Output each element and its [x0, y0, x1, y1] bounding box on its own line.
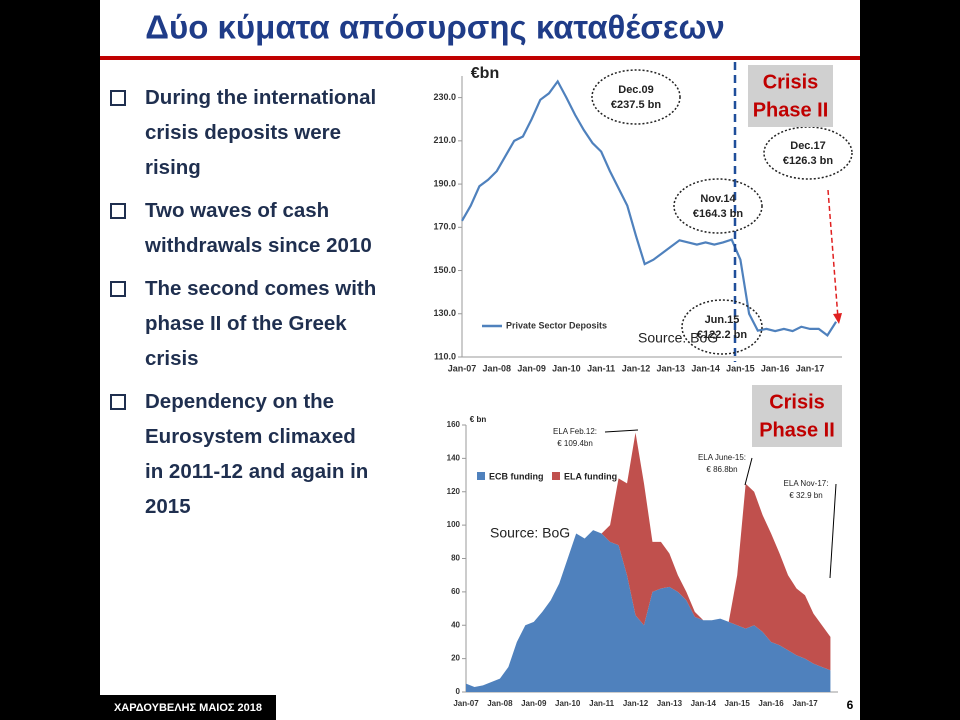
area-series [466, 530, 831, 692]
annotation: ELA Feb.12: [553, 427, 597, 436]
annotation: Nov.14 [700, 193, 736, 205]
bullet: During the international crisis deposits… [108, 80, 378, 185]
legend-label: ECB funding [489, 471, 544, 481]
bullet: Dependency on the Eurosystem climaxed in… [108, 384, 378, 524]
annotation: € 86.8bn [706, 465, 737, 474]
annotation: € 32.9 bn [789, 491, 822, 500]
x-tick-label: Jan-17 [796, 363, 825, 373]
x-tick-label: Jan-10 [555, 699, 581, 708]
x-tick-label: Jan-10 [552, 363, 581, 373]
x-tick-label: Jan-09 [521, 699, 547, 708]
unit-label: €bn [471, 65, 499, 82]
annotation: €122.2 bn [697, 329, 747, 341]
line-series [461, 79, 838, 337]
footer-box [100, 695, 276, 720]
y-tick-label: 230.0 [433, 92, 456, 102]
annotation: Jun.15 [705, 314, 740, 326]
x-tick-label: Jan-14 [691, 363, 720, 373]
arrow [744, 457, 753, 486]
arrow-head [833, 313, 842, 324]
source: Source: BoG [490, 525, 570, 541]
y-tick-label: 60 [451, 587, 460, 596]
legend-swatch [552, 472, 560, 480]
x-tick-label: Jan-14 [691, 699, 717, 708]
arrow [827, 189, 839, 319]
y-tick-label: 140 [447, 453, 461, 462]
y-tick-label: 110.0 [434, 351, 456, 361]
annotation: €237.5 bn [611, 99, 661, 111]
x-tick-label: Jan-08 [483, 363, 512, 373]
callout-box [748, 65, 833, 127]
annotation: Dec.17 [790, 140, 825, 152]
callout-text: Phase II [759, 419, 835, 441]
y-tick-label: 40 [451, 620, 460, 629]
x-tick-label: Jan-16 [758, 699, 784, 708]
footer: ΧΑΡΔΟΥΒΕΛΗΣ ΜΑΙΟΣ 2018 [114, 702, 262, 714]
y-tick-label: 20 [451, 654, 460, 663]
bullet: Two waves of cash withdrawals since 2010 [108, 193, 378, 263]
y-tick-label: 210.0 [433, 135, 456, 145]
x-tick-label: Jan-13 [657, 363, 686, 373]
y-tick-label: 160 [447, 420, 461, 429]
x-tick-label: Jan-17 [792, 699, 818, 708]
area-series [466, 432, 831, 687]
annotation: ELA June-15: [698, 453, 746, 462]
annotation: €164.3 bn [693, 208, 743, 220]
callout-ellipse [763, 126, 853, 180]
callout-ellipse [673, 178, 763, 234]
x-tick-label: Jan-15 [725, 699, 751, 708]
callout-ellipse [681, 299, 763, 355]
x-tick-label: Jan-12 [623, 699, 649, 708]
slide-title: Δύο κύματα απόσυρσης καταθέσεων [145, 9, 724, 46]
y-tick-label: 130.0 [433, 308, 456, 318]
legend-swatch [477, 472, 485, 480]
arrow [604, 429, 639, 433]
annotation: Dec.09 [618, 84, 653, 96]
arrow [829, 483, 837, 579]
y-tick-label: 150.0 [433, 265, 456, 275]
x-tick-label: Jan-15 [726, 363, 755, 373]
page-number: 6 [847, 698, 854, 712]
legend-label: ELA funding [564, 471, 617, 481]
x-tick-label: Jan-07 [453, 699, 479, 708]
x-tick-label: Jan-12 [622, 363, 651, 373]
x-tick-label: Jan-16 [761, 363, 790, 373]
unit-label: € bn [470, 415, 487, 424]
bullet: The second comes with phase II of the Gr… [108, 271, 378, 376]
annotation: ELA Nov-17: [784, 479, 829, 488]
y-tick-label: 190.0 [433, 178, 456, 188]
callout-text: Crisis [763, 71, 819, 93]
callout-ellipse [591, 69, 681, 125]
source: Source: BoG [638, 330, 718, 346]
x-tick-label: Jan-11 [587, 363, 615, 373]
y-tick-label: 170.0 [433, 222, 456, 232]
x-tick-label: Jan-11 [589, 699, 614, 708]
bullet-list: During the international crisis deposits… [108, 80, 378, 532]
annotation: € 109.4bn [557, 439, 593, 448]
callout-box [752, 385, 842, 447]
y-tick-label: 100 [447, 520, 461, 529]
y-tick-label: 120 [447, 487, 461, 496]
y-tick-label: 80 [451, 554, 460, 563]
x-tick-label: Jan-13 [657, 699, 683, 708]
x-tick-label: Jan-07 [448, 363, 477, 373]
x-tick-label: Jan-08 [487, 699, 513, 708]
x-tick-label: Jan-09 [517, 363, 546, 373]
y-tick-label: 0 [456, 687, 461, 696]
callout-text: Crisis [769, 391, 825, 413]
annotation: €126.3 bn [783, 155, 833, 167]
legend-label: Private Sector Deposits [506, 320, 607, 330]
callout-text: Phase II [753, 99, 829, 121]
